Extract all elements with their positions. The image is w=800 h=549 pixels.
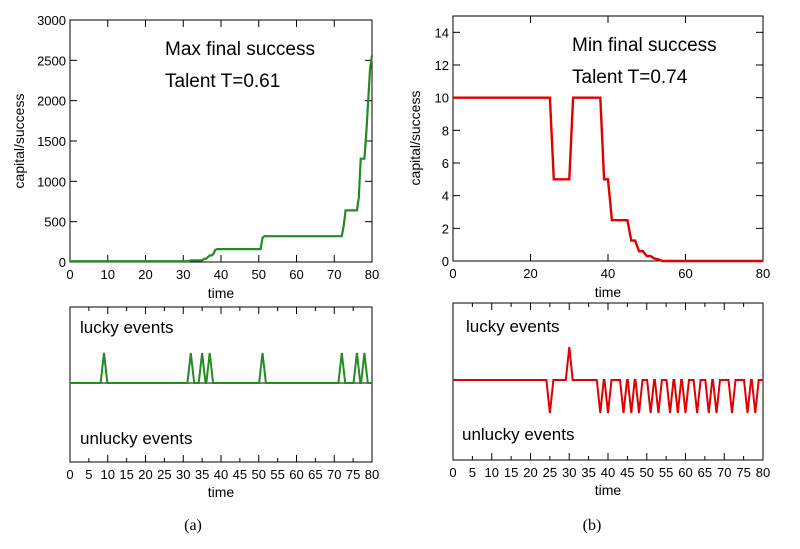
x-tick-label: 20 [138,467,152,482]
x-tick-label: 30 [176,267,190,282]
x-tick-label: 15 [119,467,133,482]
unlucky-events-label: unlucky events [462,425,574,444]
x-tick-label: 20 [523,266,537,281]
x-tick-label: 25 [543,465,557,480]
y-tick-label: 2 [442,221,449,236]
x-tick-label: 80 [756,465,770,480]
x-tick-label: 0 [66,467,73,482]
x-tick-label: 80 [365,467,379,482]
y-tick-label: 6 [442,156,449,171]
x-tick-label: 80 [756,266,770,281]
x-tick-label: 55 [659,465,673,480]
x-tick-label: 60 [289,267,303,282]
x-tick-label: 40 [214,467,228,482]
x-tick-label: 70 [327,267,341,282]
series-line [453,96,763,263]
x-tick-label: 50 [252,467,266,482]
panel-a-success-chart: 0 10 20 30 40 50 60 70 80 0 500 1000 1500 2000 2500 30… [11,13,379,301]
x-tick-label: 15 [504,465,518,480]
y-tick-label: 14 [435,25,449,40]
annotation-title: Max final success [165,39,315,60]
x-tick-label: 0 [449,465,456,480]
y-tick-label: 500 [44,215,66,230]
x-axis-label: time [595,284,622,300]
x-tick-label: 0 [449,266,456,281]
x-axis-label: time [208,484,235,500]
y-tick-label: 1500 [37,134,66,149]
annotation-talent: Talent T=0.74 [572,67,688,88]
x-tick-label: 5 [85,467,92,482]
x-tick-label: 75 [736,465,750,480]
lucky-events-label: lucky events [80,318,174,337]
x-tick-label: 40 [601,266,615,281]
y-tick-label: 1000 [37,174,66,189]
x-tick-label: 10 [101,467,115,482]
events-line [453,346,763,414]
caption-b: (b) [583,517,602,534]
x-tick-label: 20 [138,267,152,282]
series-line [70,55,374,263]
x-tick-label: 25 [157,467,171,482]
x-tick-label: 40 [214,267,228,282]
x-tick-label: 45 [620,465,634,480]
x-tick-label: 70 [717,465,731,480]
x-tick-label: 65 [698,465,712,480]
x-tick-label: 60 [289,467,303,482]
panel-b-success-chart: 0 20 40 60 80 0 2 4 6 8 10 12 14 time capital/succe… [407,15,770,300]
x-tick-label: 30 [176,467,190,482]
y-tick-label: 0 [59,255,66,270]
x-tick-label: 60 [678,465,692,480]
x-tick-label: 70 [327,467,341,482]
x-tick-label: 35 [195,467,209,482]
y-axis-label: capital/success [407,91,423,186]
x-tick-label: 40 [601,465,615,480]
x-tick-label: 50 [252,267,266,282]
y-tick-label: 4 [442,189,449,204]
y-tick-label: 2500 [37,53,66,68]
events-line [70,352,372,384]
x-tick-label: 50 [640,465,654,480]
y-axis-label: capital/success [11,94,27,189]
x-tick-label: 20 [523,465,537,480]
x-tick-label: 0 [66,267,73,282]
panel-b-events-chart: 0 5 10 15 20 25 30 35 40 45 50 55 60 65 70 75 80 time lu… [449,302,770,498]
x-tick-label: 45 [233,467,247,482]
x-tick-label: 65 [308,467,322,482]
x-tick-label: 55 [270,467,284,482]
x-tick-label: 10 [485,465,499,480]
y-tick-label: 10 [435,91,449,106]
x-tick-label: 10 [101,267,115,282]
y-tick-label: 3000 [37,13,66,28]
panel-a-events-chart: 0 5 10 15 20 25 30 35 40 45 50 55 60 65 70 75 80 time lu… [66,306,379,500]
x-tick-label: 35 [581,465,595,480]
x-tick-label: 75 [346,467,360,482]
x-axis-label: time [208,285,235,301]
caption-a: (a) [184,517,202,534]
x-tick-label: 5 [469,465,476,480]
y-tick-label: 0 [442,254,449,269]
lucky-events-label: lucky events [466,317,560,336]
y-tick-label: 12 [435,58,449,73]
x-axis-label: time [595,482,622,498]
unlucky-events-label: unlucky events [80,429,192,448]
x-tick-label: 80 [365,267,379,282]
y-tick-label: 2000 [37,94,66,109]
annotation-title: Min final success [572,35,717,56]
y-tick-label: 8 [442,123,449,138]
x-tick-label: 60 [678,266,692,281]
x-tick-label: 30 [562,465,576,480]
annotation-talent: Talent T=0.61 [165,71,280,92]
